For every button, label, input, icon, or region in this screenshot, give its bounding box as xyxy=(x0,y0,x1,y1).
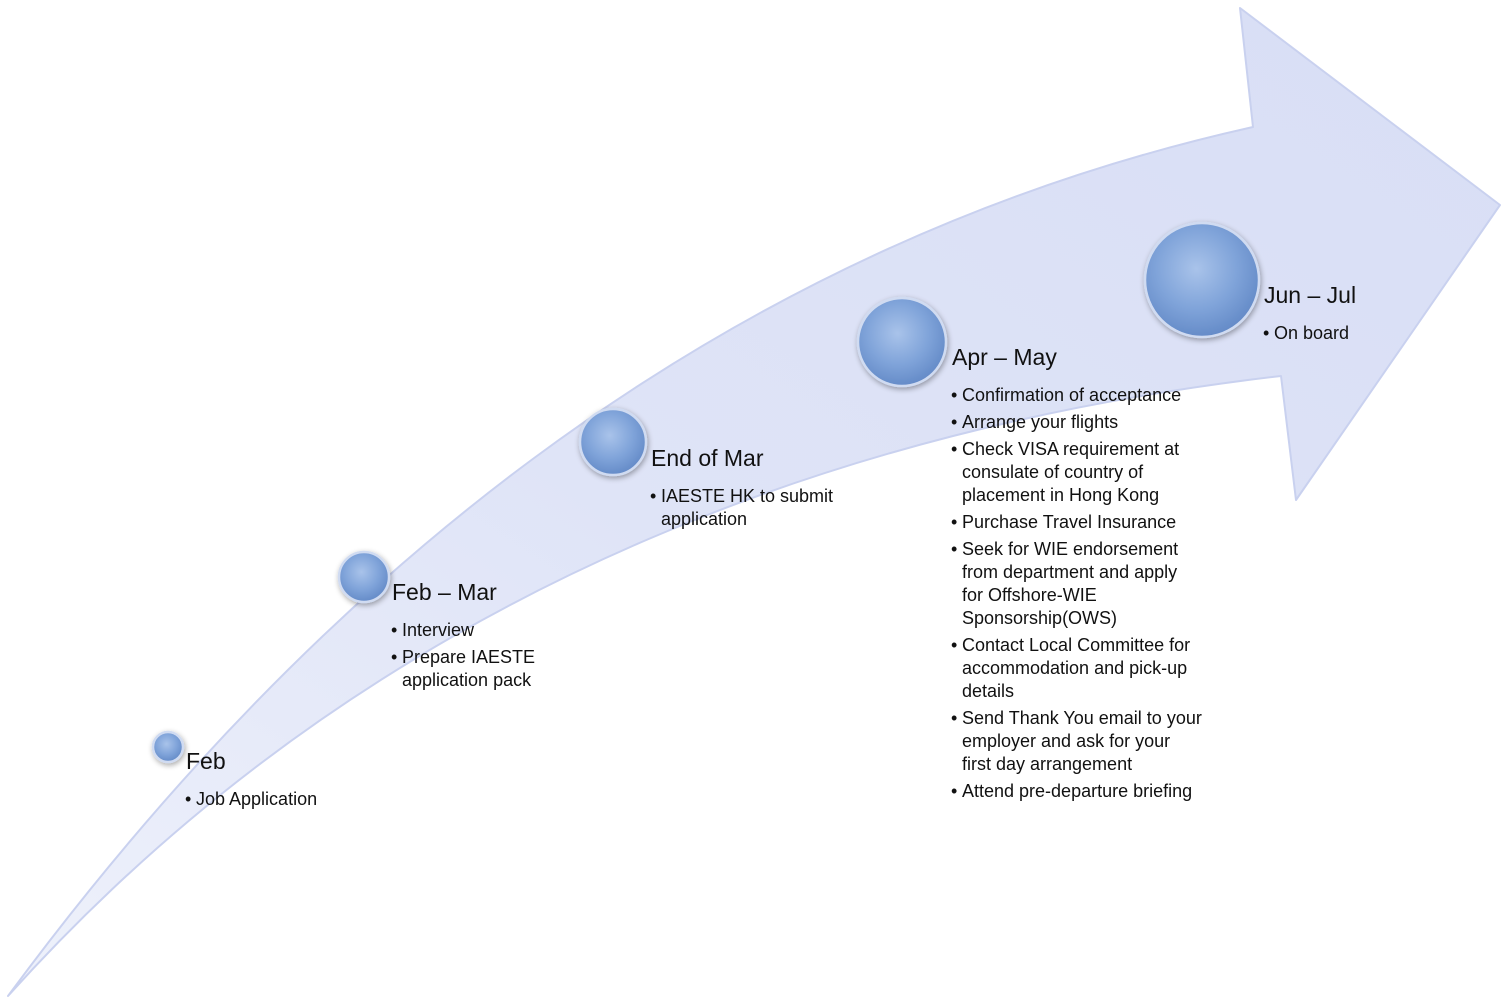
stage-items-feb: Job Application xyxy=(185,788,376,815)
stage-title-feb-mar: Feb – Mar xyxy=(392,579,497,605)
stage-item: Send Thank You email to your employer an… xyxy=(951,707,1202,776)
stage-item: Attend pre-departure briefing xyxy=(951,780,1202,803)
stage-items-end-of-mar: IAESTE HK to submit application xyxy=(650,485,851,535)
stage-items-apr-may: Confirmation of acceptance Arrange your … xyxy=(951,384,1202,807)
stage-item: Confirmation of acceptance xyxy=(951,384,1202,407)
stage-item: Arrange your flights xyxy=(951,411,1202,434)
stage-title-end-of-mar: End of Mar xyxy=(651,445,764,471)
node-feb xyxy=(151,730,185,764)
node-feb-mar xyxy=(337,550,391,604)
stage-item: IAESTE HK to submit application xyxy=(650,485,851,531)
stage-title-jun-jul: Jun – Jul xyxy=(1264,282,1357,308)
stage-item: Seek for WIE endorsement from department… xyxy=(951,538,1202,630)
node-end-of-mar xyxy=(578,407,648,477)
stage-item: Purchase Travel Insurance xyxy=(951,511,1202,534)
stage-item: Interview xyxy=(391,619,557,642)
stage-title-feb: Feb xyxy=(186,748,226,774)
node-apr-may xyxy=(856,296,948,388)
stage-items-feb-mar: Interview Prepare IAESTE application pac… xyxy=(391,619,557,696)
node-jun-jul xyxy=(1143,221,1261,339)
stage-title-apr-may: Apr – May xyxy=(952,344,1057,370)
stage-item: Prepare IAESTE application pack xyxy=(391,646,557,692)
stage-item: Contact Local Committee for accommodatio… xyxy=(951,634,1202,703)
stage-item: On board xyxy=(1263,322,1404,345)
stage-item: Job Application xyxy=(185,788,376,811)
stage-items-jun-jul: On board xyxy=(1263,322,1404,349)
stage-item: Check VISA requirement at consulate of c… xyxy=(951,438,1202,507)
